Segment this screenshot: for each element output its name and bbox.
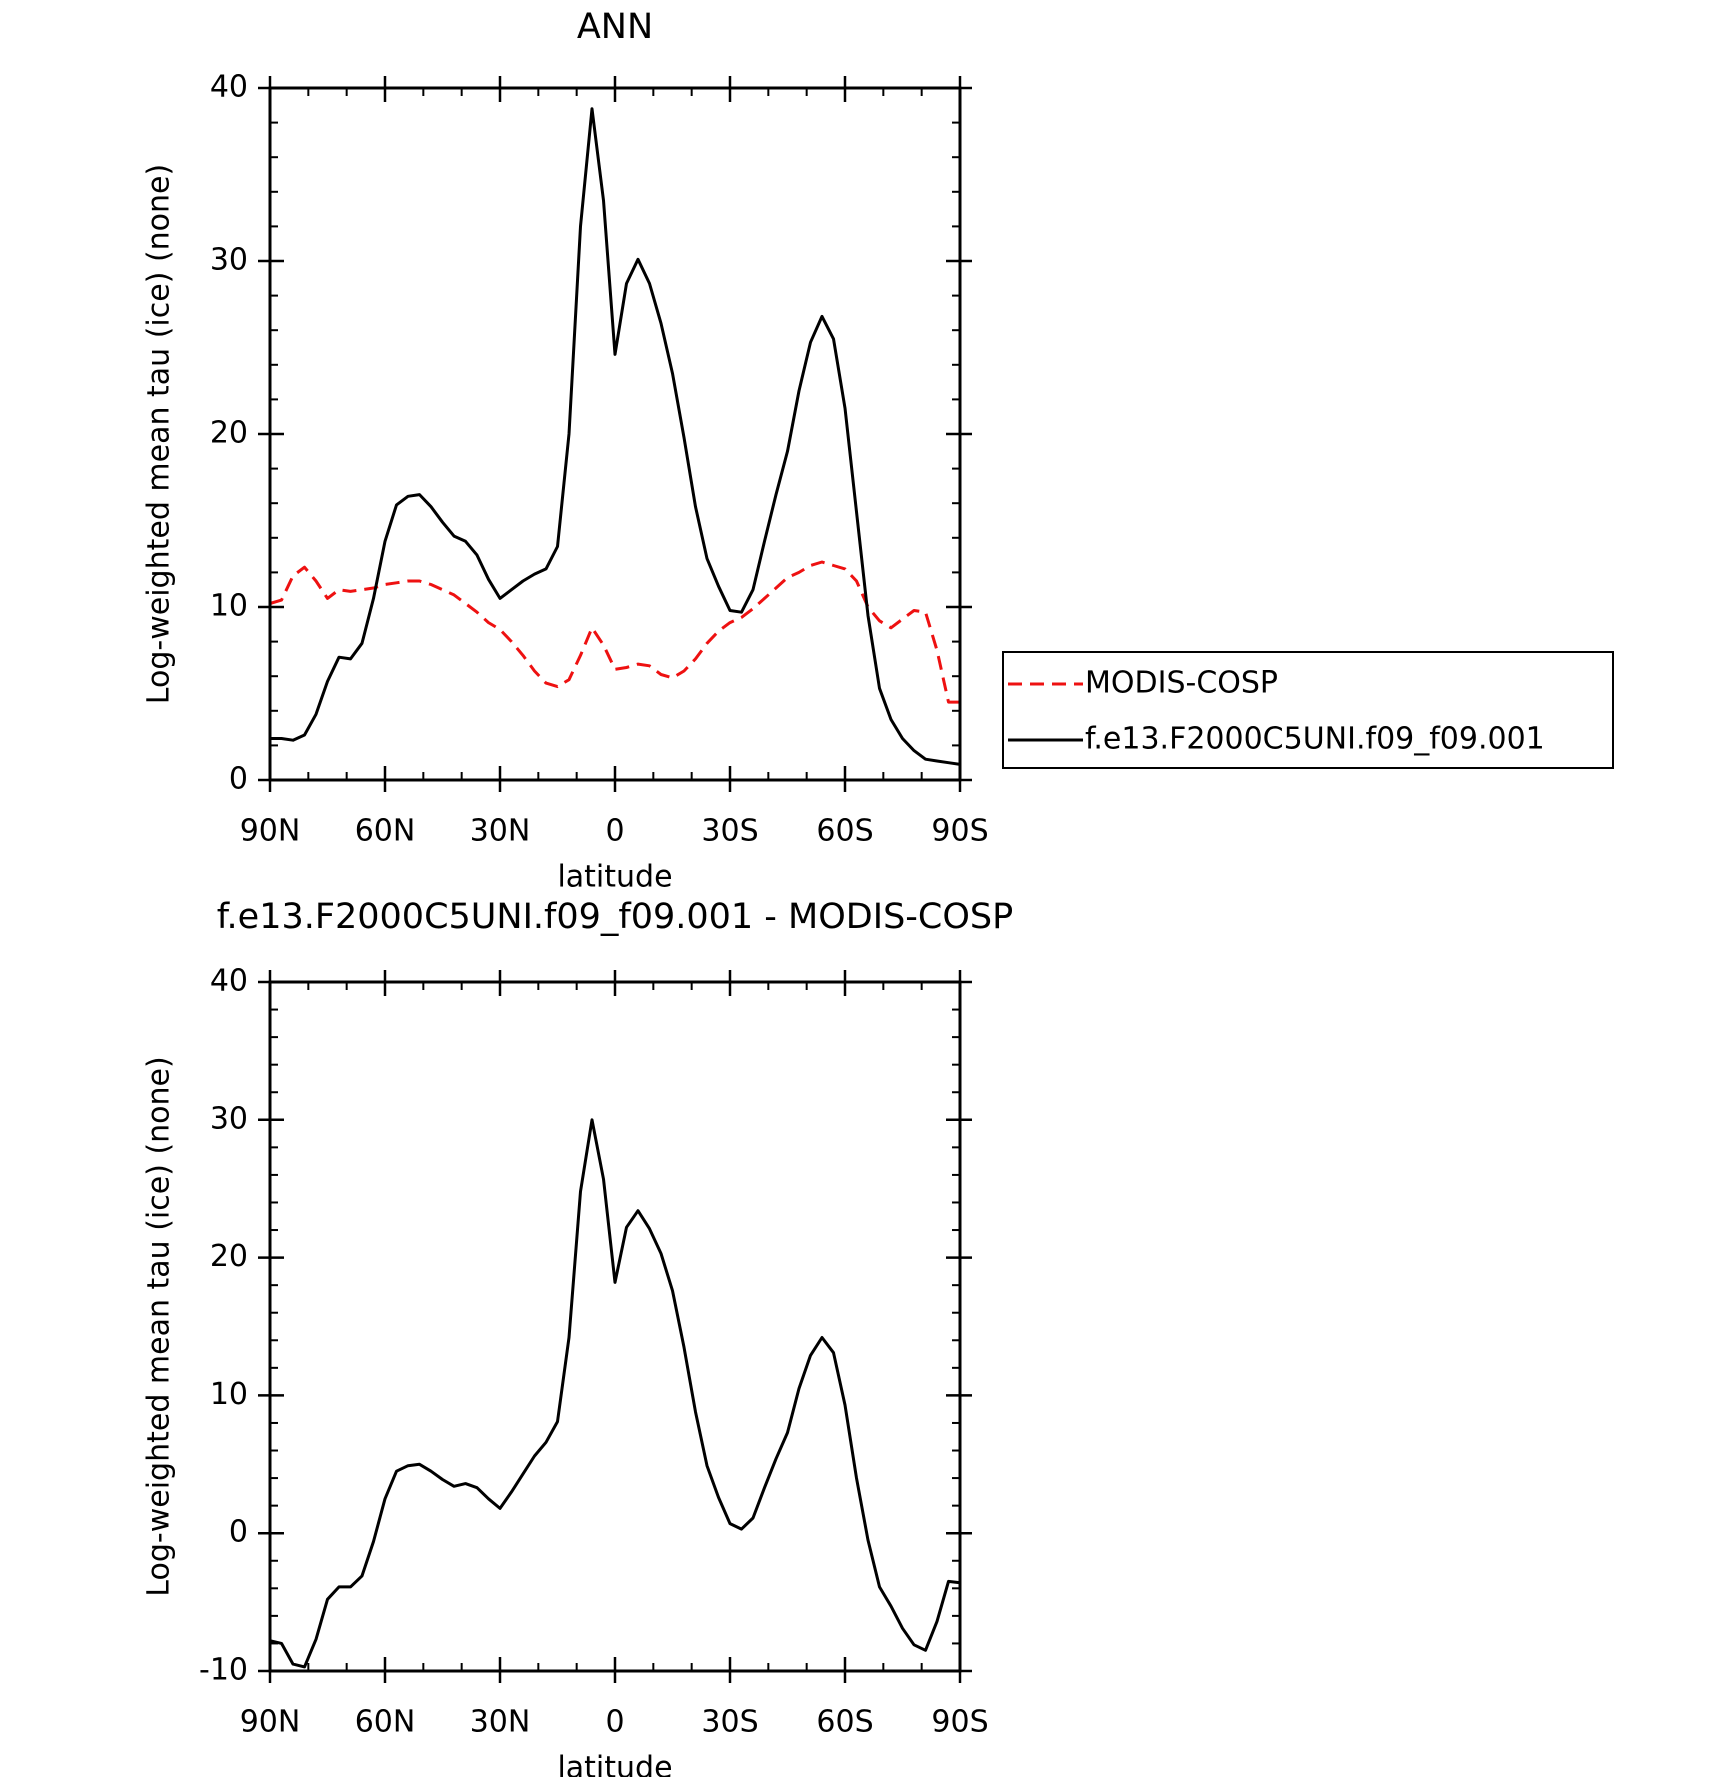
x-tick-label: 0 bbox=[605, 1705, 624, 1740]
y-tick-label: 0 bbox=[229, 1515, 248, 1550]
x-tick-label: 60N bbox=[355, 1705, 416, 1740]
x-tick-label: 30S bbox=[701, 1705, 758, 1740]
x-tick-label: 90N bbox=[240, 814, 301, 849]
x-tick-label: 90N bbox=[240, 1705, 301, 1740]
x-tick-label: 30S bbox=[701, 814, 758, 849]
x-axis-label: latitude bbox=[557, 860, 672, 895]
y-axis-label: Log-weighted mean tau (ice) (none) bbox=[142, 1056, 177, 1596]
x-tick-label: 60N bbox=[355, 814, 416, 849]
data-line bbox=[270, 107, 961, 766]
y-tick-label: 10 bbox=[210, 1377, 248, 1412]
x-tick-label: 0 bbox=[605, 814, 624, 849]
data-line bbox=[269, 560, 960, 704]
x-tick-label: 60S bbox=[816, 814, 873, 849]
x-tick-label: 30N bbox=[470, 1705, 531, 1740]
x-axis-label: latitude bbox=[557, 1751, 672, 1777]
chart-title: f.e13.F2000C5UNI.f09_f09.001 - MODIS-COS… bbox=[217, 897, 1013, 937]
plot-frame bbox=[268, 980, 962, 1673]
y-tick-label: 20 bbox=[210, 416, 248, 451]
y-tick-label: 30 bbox=[210, 1101, 248, 1136]
y-axis-label: Log-weighted mean tau (ice) (none) bbox=[142, 164, 177, 704]
y-tick-label: 10 bbox=[210, 589, 248, 624]
x-tick-label: 30N bbox=[470, 814, 531, 849]
legend-box bbox=[1002, 651, 1614, 769]
y-tick-label: 40 bbox=[210, 964, 248, 999]
x-tick-label: 90S bbox=[931, 814, 988, 849]
x-tick-label: 90S bbox=[931, 1705, 988, 1740]
data-line bbox=[269, 1118, 961, 1669]
y-tick-label: 30 bbox=[210, 243, 248, 278]
y-tick-label: 0 bbox=[229, 762, 248, 797]
y-tick-label: -10 bbox=[199, 1653, 248, 1688]
legend-label: MODIS-COSP bbox=[1085, 666, 1278, 701]
legend-label: f.e13.F2000C5UNI.f09_f09.001 bbox=[1085, 722, 1545, 757]
y-tick-label: 20 bbox=[210, 1239, 248, 1274]
x-tick-label: 60S bbox=[816, 1705, 873, 1740]
plot-frame bbox=[268, 86, 962, 782]
chart-title: ANN bbox=[577, 7, 653, 47]
y-tick-label: 40 bbox=[210, 70, 248, 105]
